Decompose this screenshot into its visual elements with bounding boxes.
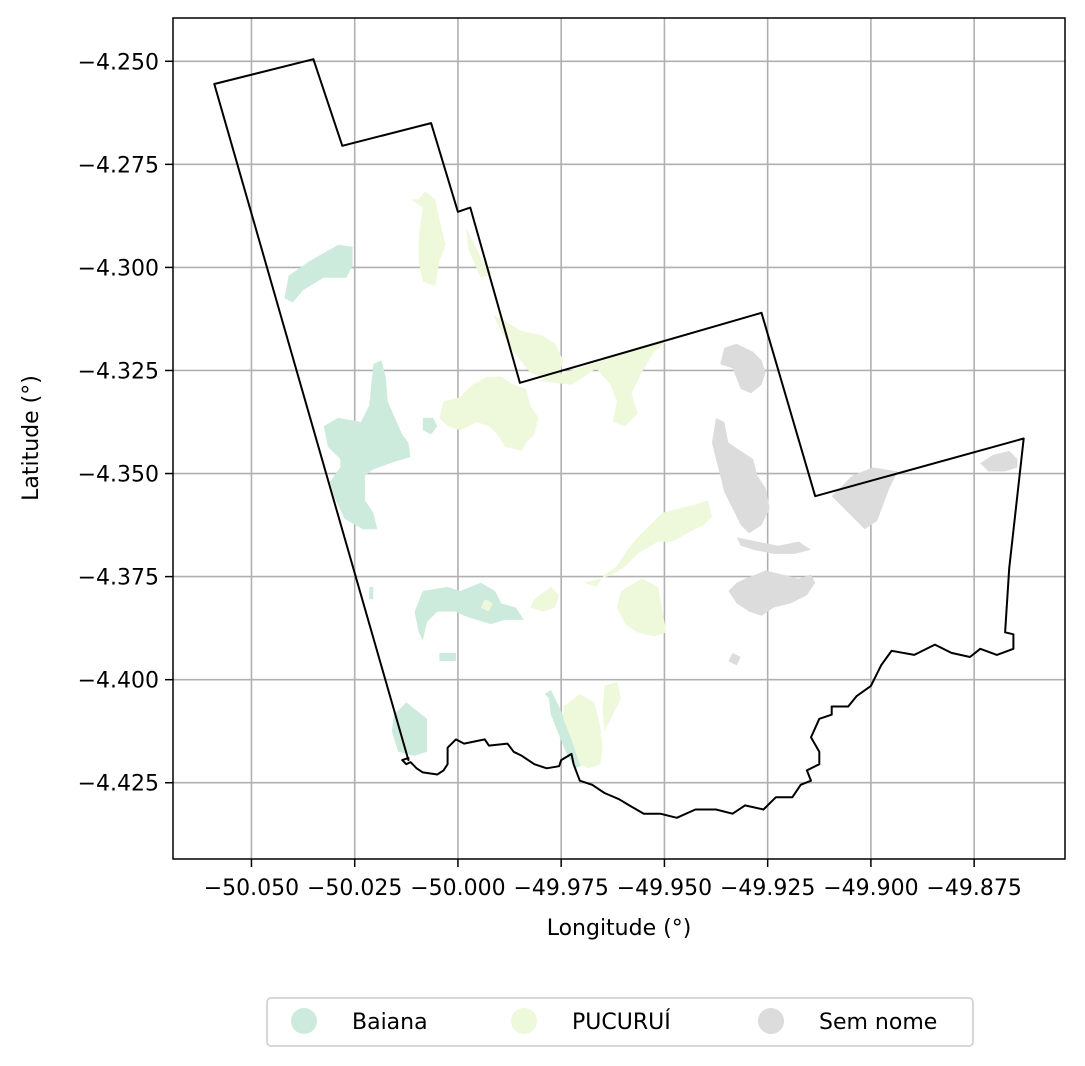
- y-tick-label: −4.250: [78, 50, 159, 75]
- y-tick-label: −4.350: [78, 463, 159, 488]
- axis-ticks: −50.050 −50.025 −50.000 −49.975 −49.950 −49.9…: [78, 50, 1022, 901]
- y-tick-label: −4.400: [78, 669, 159, 694]
- region-polygon: [720, 343, 766, 394]
- y-axis-title: Latitude (°): [19, 375, 44, 501]
- x-tick-label: −50.050: [204, 876, 299, 901]
- region-polygon: [439, 376, 539, 451]
- y-tick-label: −4.425: [78, 772, 159, 797]
- legend-label-sem-nome: Sem nome: [819, 1010, 937, 1035]
- x-tick-label: −49.925: [720, 876, 815, 901]
- legend: Baiana PUCURUÍ Sem nome: [266, 997, 974, 1047]
- region-polygon: [466, 228, 493, 278]
- x-tick-label: −49.900: [823, 876, 918, 901]
- region-pucurui: [410, 191, 712, 769]
- x-tick-label: −50.000: [410, 876, 505, 901]
- region-polygon: [602, 681, 622, 732]
- region-baiana: [284, 244, 584, 769]
- region-polygon: [410, 191, 446, 286]
- region-polygon: [728, 570, 816, 616]
- region-polygon: [538, 339, 669, 427]
- grid-lines: [173, 18, 1065, 859]
- boundary-layer: [213, 58, 1025, 819]
- legend-label-pucurui: PUCURUÍ: [572, 1009, 671, 1035]
- legend-marker-sem-nome: [758, 1008, 784, 1034]
- region-polygon: [439, 652, 456, 662]
- region-polygon: [711, 417, 770, 534]
- region-polygon: [530, 586, 560, 612]
- region-polygon: [980, 450, 1018, 472]
- region-polygon: [369, 586, 374, 600]
- x-tick-label: −49.950: [617, 876, 712, 901]
- region-polygon: [728, 652, 741, 666]
- x-tick-label: −49.875: [926, 876, 1021, 901]
- municipality-boundary: [213, 58, 1025, 819]
- plot-frame: [172, 17, 1066, 860]
- y-tick-label: −4.325: [78, 359, 159, 384]
- y-tick-label: −4.375: [78, 566, 159, 591]
- region-polygon: [563, 694, 603, 769]
- region-polygon: [422, 417, 438, 435]
- region-polygon: [414, 582, 524, 641]
- region-polygon: [544, 690, 584, 769]
- legend-label-baiana: Baiana: [352, 1010, 428, 1035]
- x-tick-label: −49.975: [513, 876, 608, 901]
- region-polygon: [583, 500, 712, 587]
- region-polygon: [616, 578, 667, 637]
- legend-marker-baiana: [291, 1008, 317, 1034]
- y-tick-label: −4.300: [78, 256, 159, 281]
- y-tick-label: −4.275: [78, 153, 159, 178]
- region-polygon: [831, 467, 898, 530]
- region-polygon: [323, 360, 411, 530]
- legend-marker-pucurui: [511, 1008, 537, 1034]
- region-polygon: [284, 244, 353, 303]
- region-sem-nome: [711, 343, 1018, 666]
- legend-frame: [266, 997, 974, 1047]
- x-tick-label: −50.025: [307, 876, 402, 901]
- region-polygon: [736, 537, 811, 554]
- region-polygon: [391, 702, 427, 756]
- x-axis-title: Longitude (°): [547, 916, 692, 941]
- region-polygon: [493, 314, 564, 381]
- region-polygon: [480, 599, 493, 612]
- regions-layer: [284, 191, 1018, 769]
